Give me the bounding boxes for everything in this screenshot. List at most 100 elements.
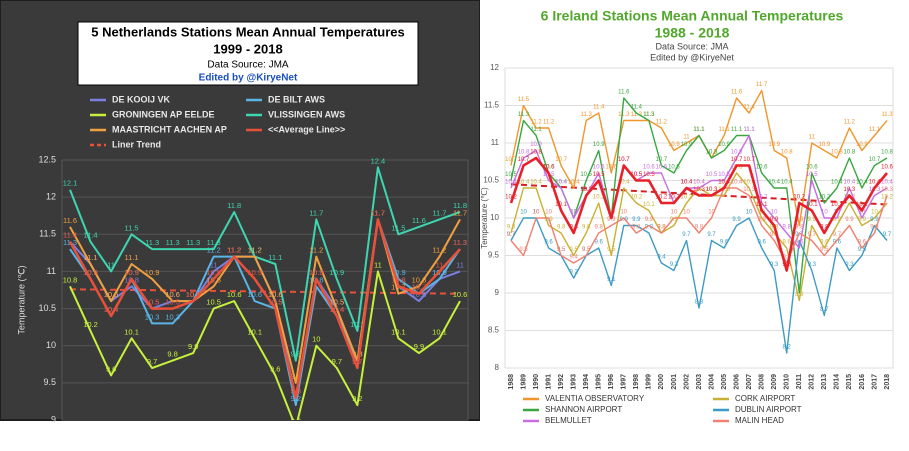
data-label: 9.8 <box>632 225 641 231</box>
data-label: 10.5 <box>593 172 605 178</box>
data-label: 9.8 <box>657 225 666 231</box>
data-label: 10.5 <box>643 172 655 178</box>
data-label: 9.9 <box>795 217 804 223</box>
data-label: 10.4 <box>856 180 868 186</box>
data-label: 10.4 <box>831 180 843 186</box>
data-label: 10.2 <box>83 320 98 329</box>
data-label: 9.9 <box>833 217 842 223</box>
data-label: 11.8 <box>227 201 241 210</box>
data-label: 11.2 <box>248 246 262 255</box>
x-tick-label: 2000 <box>658 374 665 390</box>
plot-lines: 10.711.511.2 11.210.710.411.311.410.611.3… <box>505 82 893 354</box>
data-label: 10.3 <box>580 187 592 193</box>
x-tick-label: 1999 <box>646 374 653 390</box>
data-label: 10.4 <box>530 180 542 186</box>
data-label: 10.4 <box>731 180 743 186</box>
x-tick-label: 1991 <box>545 374 552 390</box>
data-label: 10.3 <box>718 187 730 193</box>
y-tick-label: 10.5 <box>483 176 499 185</box>
data-label: 10.5 <box>268 298 283 307</box>
data-label: 9.7 <box>507 232 516 238</box>
x-tick-label: 2013 <box>821 374 828 390</box>
data-label: 9.5 <box>291 372 301 381</box>
data-label: 10.2 <box>881 195 893 201</box>
chart-source: Data Source: JMA <box>655 41 728 51</box>
data-label: 9.6 <box>858 240 867 246</box>
x-tick-label: 2016 <box>859 374 866 390</box>
data-label: 11.4 <box>631 105 643 111</box>
legend-label: MAASTRICHT AACHEN AP <box>112 124 227 134</box>
data-label: 10.4 <box>681 180 693 186</box>
data-label: 11.4 <box>63 231 77 240</box>
x-tick-label: 2012 <box>809 374 816 390</box>
data-label: 10.6 <box>227 290 242 299</box>
data-label: 11.3 <box>518 112 530 118</box>
data-label: 10.8 <box>844 150 856 156</box>
data-label: 9.3 <box>845 262 854 268</box>
chart-title: 5 Netherlands Stations Mean Annual Tempe… <box>91 24 405 39</box>
data-label: 10.4 <box>693 180 705 186</box>
data-label: 10.8 <box>881 150 893 156</box>
data-label: 10.9 <box>681 142 693 148</box>
data-label: 10.6 <box>593 165 605 171</box>
data-label: 11.4 <box>63 231 77 240</box>
data-label: 9.8 <box>582 225 591 231</box>
series-line <box>510 187 888 264</box>
data-label: 10.9 <box>309 268 324 277</box>
x-tick-label: 2003 <box>696 374 703 390</box>
y-tick-label: 9 <box>495 288 500 297</box>
data-label: 10.3 <box>844 187 856 193</box>
y-tick-label: 10 <box>490 213 499 222</box>
data-label: 9.7 <box>507 232 516 238</box>
x-tick-label: 1992 <box>558 374 565 390</box>
x-tick-label: 2004 <box>708 374 715 390</box>
data-label: 10 <box>533 210 540 216</box>
data-label: 10.4 <box>618 180 630 186</box>
data-label: 10.5 <box>630 172 642 178</box>
x-tick-label: 2001 <box>671 374 678 390</box>
y-tick-label: 11.5 <box>484 101 500 110</box>
chart-credit: Edited by @KiryeNet <box>199 73 298 84</box>
x-tick-label: 2008 <box>759 374 766 390</box>
data-label: 9.9 <box>858 217 867 223</box>
data-label: 10 <box>708 210 715 216</box>
data-label: 9.9 <box>845 217 854 223</box>
data-label: 10.6 <box>668 165 680 171</box>
data-label: 10.7 <box>743 157 755 163</box>
y-tick-label: 9.5 <box>488 251 500 260</box>
y-axis-label: Temperature (℃) <box>480 187 489 249</box>
data-label: 10.4 <box>330 305 345 314</box>
data-label: 10.4 <box>743 180 755 186</box>
data-label: 9 <box>798 285 802 291</box>
data-label: 10.5 <box>145 298 160 307</box>
data-label: 9.4 <box>569 255 578 261</box>
legend-label: DE KOOIJ VK <box>112 94 171 104</box>
data-label: 11.3 <box>643 112 655 118</box>
data-label: 11.7 <box>371 208 385 217</box>
data-label: 9.1 <box>607 277 616 283</box>
data-label: 10.5 <box>706 172 718 178</box>
legend-label: Liner Trend <box>112 139 161 149</box>
data-label: 10.4 <box>104 305 119 314</box>
data-label: 9.6 <box>544 240 553 246</box>
data-label: 10.4 <box>718 180 730 186</box>
data-label: 10.3 <box>881 187 893 193</box>
data-label: 11.1 <box>869 127 881 133</box>
data-label: 10.9 <box>768 142 780 148</box>
data-label: 9.5 <box>582 247 591 253</box>
data-label: 10.4 <box>505 180 517 186</box>
series-line <box>509 156 888 272</box>
data-label: 10.4 <box>681 180 693 186</box>
title-box <box>77 21 419 86</box>
data-label: 10.8 <box>391 275 406 284</box>
data-label: 10.2 <box>681 195 693 201</box>
data-label: 9.8 <box>783 225 792 231</box>
data-label: 11.2 <box>227 246 241 255</box>
data-label: 11.5 <box>518 97 530 103</box>
data-label: 10 <box>859 210 866 216</box>
data-label: 10.6 <box>186 290 201 299</box>
data-label: 10.6 <box>268 290 283 299</box>
series-line <box>510 217 888 354</box>
y-tick-label: 11 <box>47 266 56 276</box>
data-label: 9.8 <box>695 225 704 231</box>
